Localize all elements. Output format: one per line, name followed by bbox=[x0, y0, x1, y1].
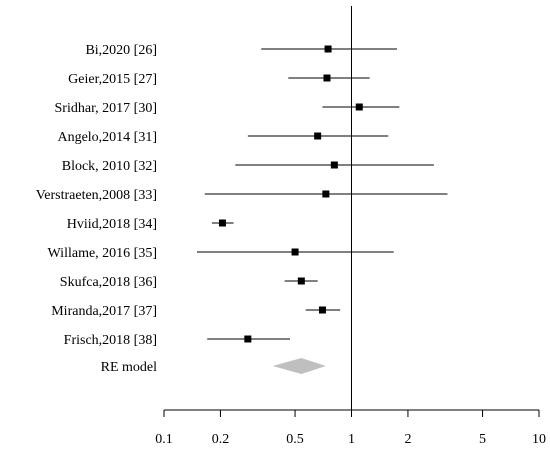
x-tick-label: 10 bbox=[532, 432, 546, 447]
study-label: Sridhar, 2017 [30] bbox=[55, 101, 157, 116]
summary-row: RE model bbox=[101, 358, 326, 375]
point-estimate-marker bbox=[324, 45, 332, 53]
x-tick-label: 0.5 bbox=[286, 432, 304, 447]
x-tick-label: 0.1 bbox=[155, 432, 173, 447]
x-tick-label: 0.2 bbox=[212, 432, 230, 447]
point-estimate-marker bbox=[244, 335, 252, 343]
point-estimate-marker bbox=[218, 219, 226, 227]
study-label: Angelo,2014 [31] bbox=[57, 130, 157, 145]
study-labels: Bi,2020 [26] Geier,2015 [27] Sridhar, 2017… bbox=[36, 43, 157, 348]
point-estimate-marker bbox=[323, 74, 331, 82]
study-rows bbox=[197, 45, 448, 343]
point-estimate-marker bbox=[355, 103, 363, 111]
study-label: Verstraeten,2008 [33] bbox=[36, 188, 157, 203]
point-estimate-marker bbox=[291, 248, 299, 256]
point-estimate-marker bbox=[297, 277, 305, 285]
study-label: Skufca,2018 [36] bbox=[60, 275, 157, 290]
summary-label: RE model bbox=[101, 360, 157, 375]
point-estimate-marker bbox=[322, 190, 330, 198]
x-tick-label: 5 bbox=[479, 432, 486, 447]
point-estimate-marker bbox=[318, 306, 326, 314]
study-label: Hviid,2018 [34] bbox=[67, 217, 157, 232]
study-label: Bi,2020 [26] bbox=[85, 43, 157, 58]
x-axis: 0.1 0.2 0.5 1 2 5 10 bbox=[155, 409, 546, 447]
study-label: Frisch,2018 [38] bbox=[64, 333, 157, 348]
study-label: Block, 2010 [32] bbox=[62, 159, 157, 174]
study-label: Geier,2015 [27] bbox=[68, 72, 157, 87]
x-tick-label: 2 bbox=[404, 432, 411, 447]
summary-diamond bbox=[272, 358, 326, 374]
point-estimate-marker bbox=[314, 132, 322, 140]
point-estimate-marker bbox=[330, 161, 338, 169]
study-label: Willame, 2016 [35] bbox=[48, 246, 157, 261]
study-label: Miranda,2017 [37] bbox=[51, 304, 157, 319]
x-tick-label: 1 bbox=[348, 432, 355, 447]
